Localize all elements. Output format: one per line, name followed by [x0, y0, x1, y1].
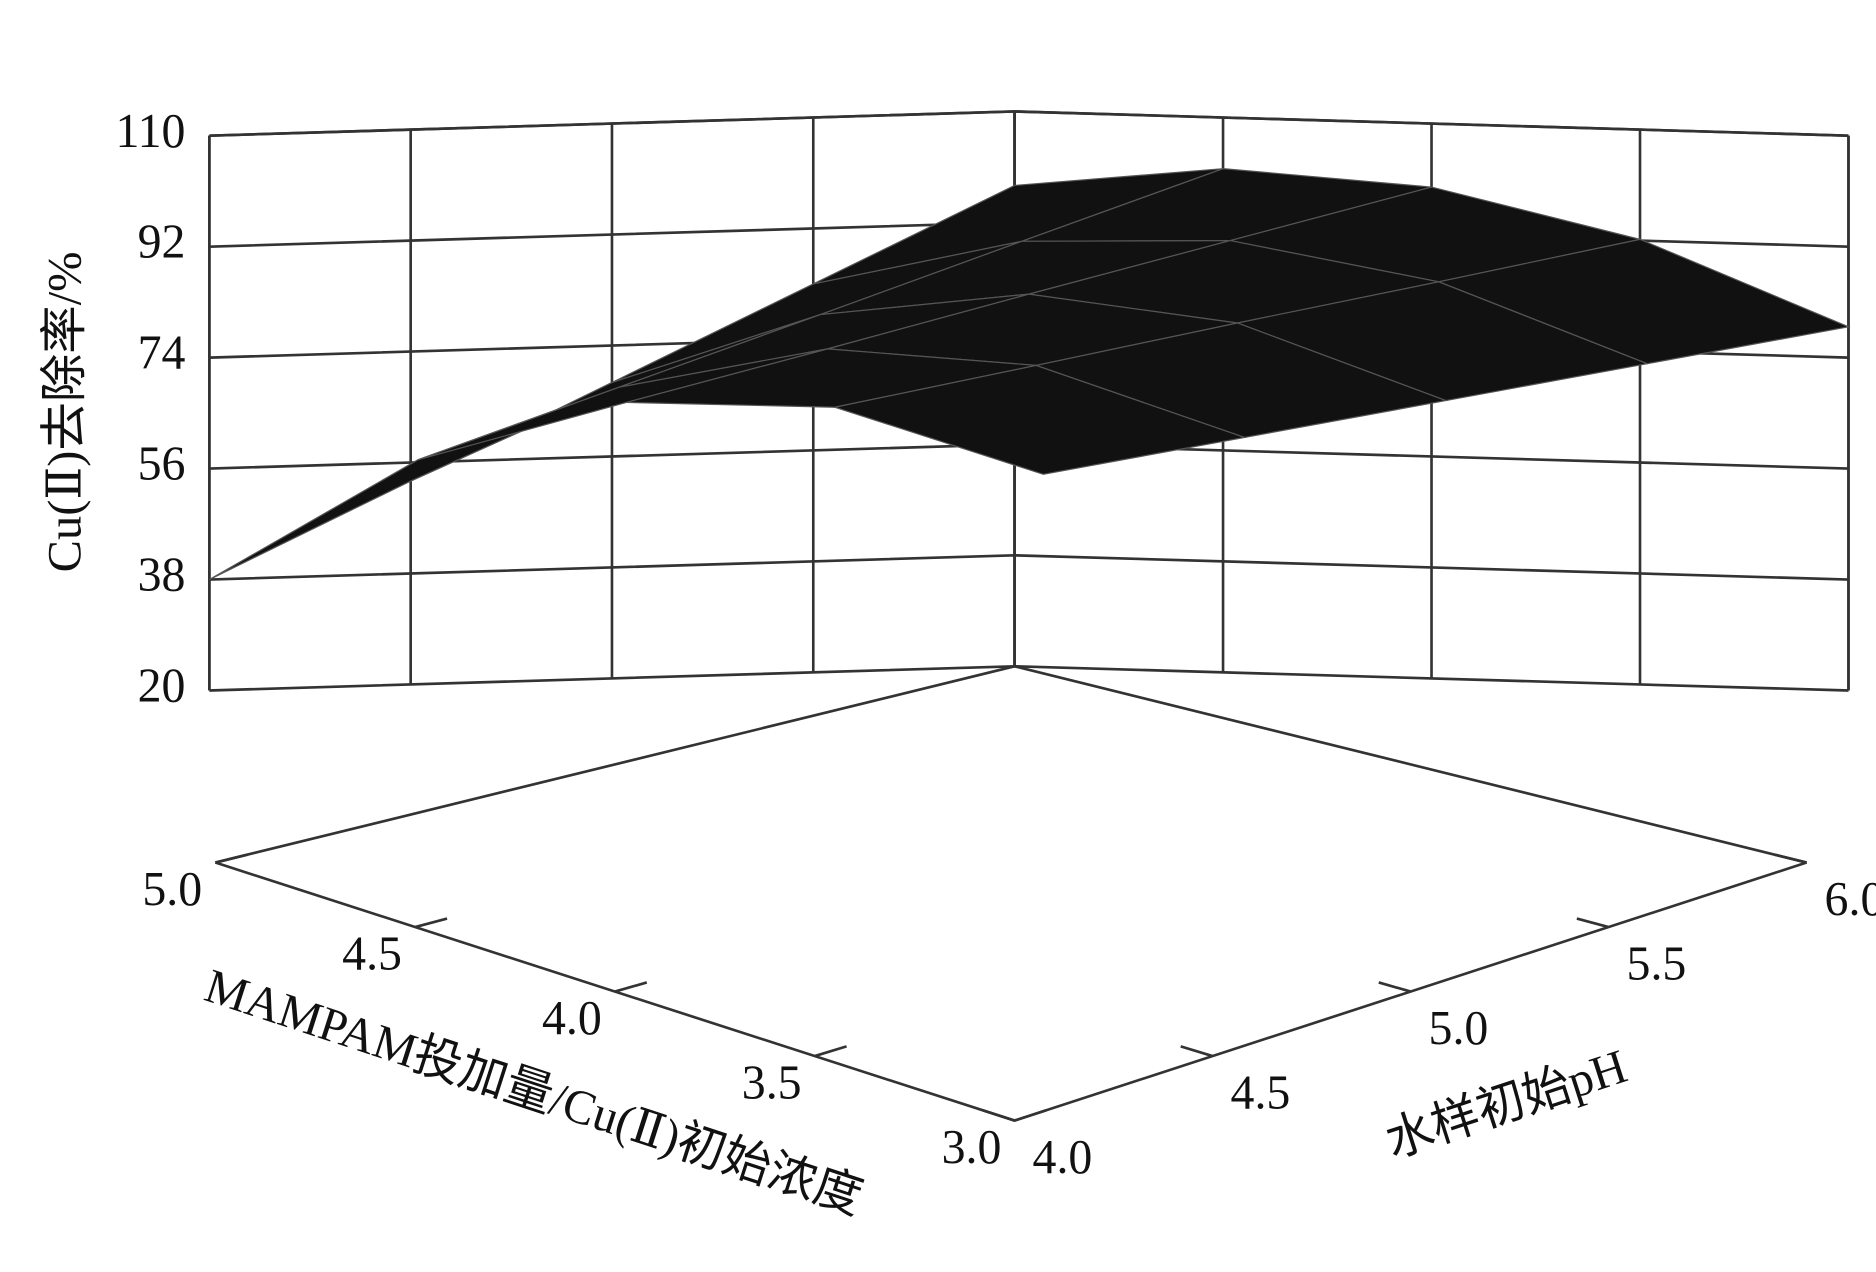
wall-edge [209, 110, 1849, 138]
z-tick-label: 38 [138, 548, 186, 601]
y-tick-label: 3.0 [942, 1121, 1002, 1174]
grid-line [209, 110, 1849, 138]
y-tick-label: 4.5 [342, 927, 402, 980]
z-axis-label: Cu(Ⅱ)去除率/% [39, 251, 92, 572]
y-tick [1014, 1108, 1047, 1122]
x-tick [1378, 981, 1411, 993]
grid-line [209, 553, 1849, 581]
y-tick-label: 5.0 [142, 863, 202, 916]
z-tick-label: 110 [115, 105, 185, 158]
x-axis-label: 水样初始pH [1379, 1040, 1633, 1169]
y-tick [814, 1045, 847, 1058]
z-tick-label: 20 [138, 659, 186, 712]
x-tick-label: 5.5 [1627, 937, 1687, 990]
x-tick-label: 6.0 [1825, 873, 1876, 926]
y-tick [414, 917, 448, 929]
surface-patch [832, 364, 1247, 475]
y-tick-label: 3.5 [742, 1056, 802, 1109]
y-tick-label: 4.0 [542, 992, 602, 1045]
floor-edge [215, 664, 1807, 864]
x-tick [1576, 917, 1609, 929]
x-tick [1774, 853, 1807, 864]
x-tick [1180, 1045, 1213, 1058]
y-tick [215, 853, 248, 864]
x-tick [982, 1108, 1015, 1122]
y-tick [614, 981, 648, 993]
x-tick-label: 4.5 [1231, 1066, 1291, 1119]
z-tick-label: 92 [138, 216, 186, 269]
x-tick-label: 4.0 [1033, 1131, 1093, 1184]
z-tick-label: 56 [138, 437, 186, 490]
z-tick-label: 74 [138, 326, 186, 379]
x-tick-label: 5.0 [1429, 1002, 1489, 1055]
